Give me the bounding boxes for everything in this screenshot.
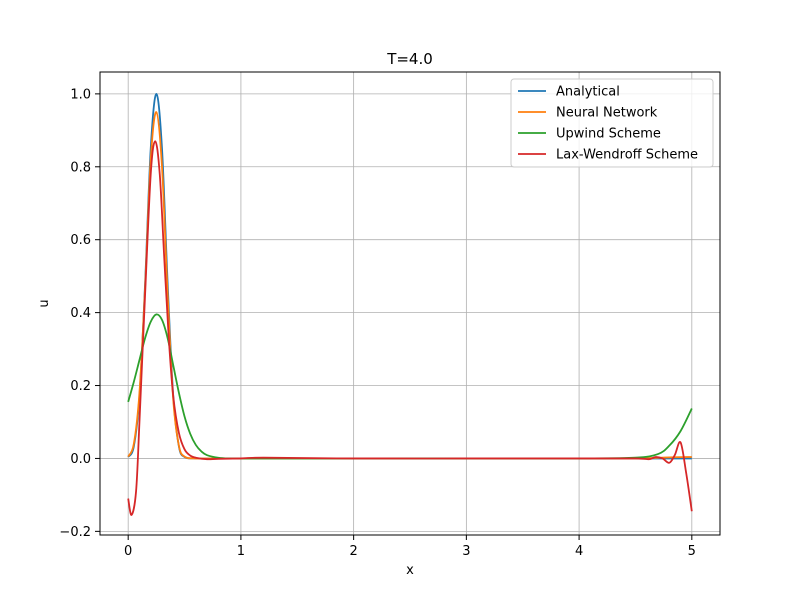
- y-tick-label: 0.6: [70, 233, 91, 248]
- chart-title: T=4.0: [386, 50, 433, 68]
- legend: Analytical Neural Network Upwind Scheme Lax…: [510, 78, 714, 168]
- x-tick-label: 5: [688, 544, 696, 559]
- legend-label-analytical: Analytical: [556, 85, 620, 100]
- y-tick-label: −0.2: [59, 525, 91, 540]
- legend-label-neural-network: Neural Network: [556, 106, 658, 121]
- x-tick-label: 4: [575, 544, 583, 559]
- legend-box: [510, 78, 714, 168]
- y-tick-label: 0.8: [70, 160, 91, 175]
- series-line-lax-wendroff-scheme: [127, 140, 693, 516]
- ticks: 0 1 2 3 4 5 −0.2 0.0 0.2 0.4 0.6 0.8 1.0: [59, 87, 696, 559]
- y-axis-label: u: [37, 299, 52, 307]
- x-axis-label: x: [406, 563, 414, 578]
- legend-label-upwind-scheme: Upwind Scheme: [556, 127, 661, 142]
- y-tick-label: 0.2: [70, 379, 91, 394]
- x-tick-label: 0: [124, 544, 132, 559]
- y-tick-label: 0.0: [70, 452, 91, 467]
- axes-frame: [99, 71, 721, 536]
- legend-label-lax-wendroff-scheme: Lax-Wendroff Scheme: [556, 148, 698, 163]
- x-tick-label: 2: [349, 544, 357, 559]
- plot-lines: [127, 92, 693, 516]
- y-tick-label: 1.0: [70, 87, 91, 102]
- x-tick-label: 3: [462, 544, 470, 559]
- y-tick-label: 0.4: [70, 306, 91, 321]
- x-tick-label: 1: [237, 544, 245, 559]
